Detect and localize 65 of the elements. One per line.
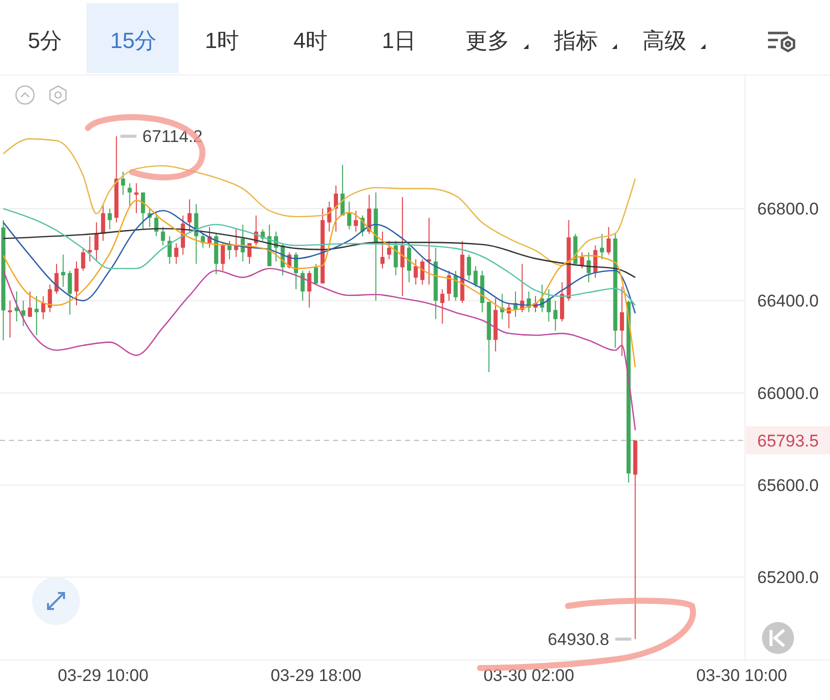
ref-line-label: 65793.5: [757, 431, 819, 450]
annotation: 64930.8: [548, 630, 610, 650]
candlestick: [300, 270, 305, 302]
candlestick: [553, 300, 558, 332]
text: 4时: [293, 28, 328, 53]
y-tick-label: 66400.0: [757, 292, 819, 311]
candlestick: [220, 242, 225, 272]
candlestick: [28, 290, 32, 318]
line-series: [2, 228, 636, 278]
candlestick: [407, 244, 412, 283]
annotation: 67114.2: [142, 127, 203, 146]
candlestick: [41, 296, 46, 320]
x-tick-label: 03-29 10:00: [58, 666, 148, 685]
y-tick-label: 65600.0: [757, 476, 819, 495]
candlestick: [380, 231, 385, 269]
candlestick: [74, 261, 79, 306]
candlestick: [188, 198, 192, 232]
text: 1日: [382, 28, 416, 53]
candlestick: [61, 254, 66, 288]
candlestick: [160, 226, 166, 246]
candlestick: [227, 240, 232, 260]
x-tick-label: 03-30 10:00: [696, 666, 788, 685]
candlestick: [194, 203, 198, 264]
candlestick: [606, 226, 611, 256]
y-tick-label: 66000.0: [757, 384, 819, 403]
candlestick: [128, 182, 132, 207]
candlestick: [400, 196, 404, 297]
y-tick-label: 66800.0: [757, 200, 819, 219]
candlestick: [620, 286, 624, 356]
candlestick: [474, 266, 478, 288]
candlestick: [354, 210, 358, 232]
text: 高级: [642, 28, 686, 53]
candlestick: [120, 171, 126, 196]
candlestick: [546, 288, 551, 322]
candlestick: [446, 270, 452, 302]
candlestick: [21, 300, 26, 327]
y-tick-label: 65200.0: [757, 568, 819, 588]
candlestick: [108, 208, 112, 230]
text: 5分: [28, 28, 62, 53]
text: 15分: [110, 28, 157, 53]
candlestick: [174, 242, 178, 264]
text: 1时: [204, 28, 240, 53]
candlestick: [387, 240, 392, 260]
candlestick: [307, 270, 312, 308]
candlestick: [134, 182, 138, 214]
x-tick-label: 03-30 02:00: [483, 666, 574, 685]
candlestick: [394, 240, 398, 276]
candlestick: [600, 233, 604, 260]
candlestick: [414, 258, 418, 286]
candlestick: [440, 288, 444, 324]
candlestick: [347, 201, 352, 230]
candlestick: [314, 263, 318, 286]
candlestick: [327, 201, 332, 232]
candlestick: [81, 248, 86, 272]
candlestick: [101, 203, 106, 242]
x-tick-label: 03-29 18:00: [270, 666, 362, 685]
candlestick: [68, 270, 72, 316]
line-series: [2, 200, 636, 368]
line-series: [2, 268, 636, 431]
candlestick: [88, 236, 92, 262]
candlestick: [466, 254, 472, 280]
candlestick: [94, 222, 99, 262]
text: 指标: [553, 28, 598, 53]
text: 更多: [466, 28, 510, 53]
candlestick: [48, 284, 52, 313]
